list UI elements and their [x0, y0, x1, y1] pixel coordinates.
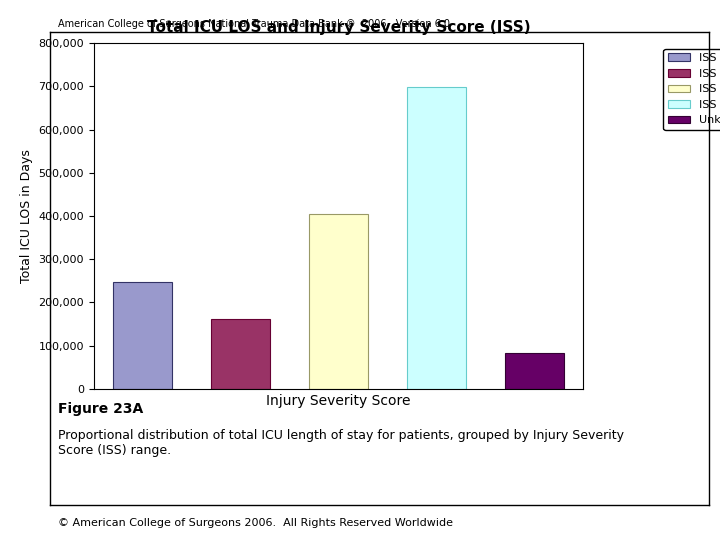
X-axis label: Injury Severity Score: Injury Severity Score — [266, 394, 410, 408]
Y-axis label: Total ICU LOS in Days: Total ICU LOS in Days — [19, 149, 32, 283]
Text: Proportional distribution of total ICU length of stay for patients, grouped by I: Proportional distribution of total ICU l… — [58, 429, 624, 457]
Legend: ISS 1 - 9, ISS 10 - 15, ISS 16 - 24, ISS > 24, Unknown: ISS 1 - 9, ISS 10 - 15, ISS 16 - 24, ISS… — [663, 49, 720, 130]
Bar — [113, 282, 172, 389]
Title: Total ICU LOS and Injury Severity Score (ISS): Total ICU LOS and Injury Severity Score … — [147, 20, 530, 35]
Text: Figure 23A: Figure 23A — [58, 402, 143, 416]
Bar — [211, 319, 270, 389]
Text: American College of Surgeons National Trauma Data Bank ®  2006.  Version 6.0: American College of Surgeons National Tr… — [58, 19, 449, 29]
Text: © American College of Surgeons 2006.  All Rights Reserved Worldwide: © American College of Surgeons 2006. All… — [58, 518, 453, 529]
Bar — [505, 353, 564, 389]
Bar — [407, 87, 466, 389]
Bar — [309, 214, 368, 389]
